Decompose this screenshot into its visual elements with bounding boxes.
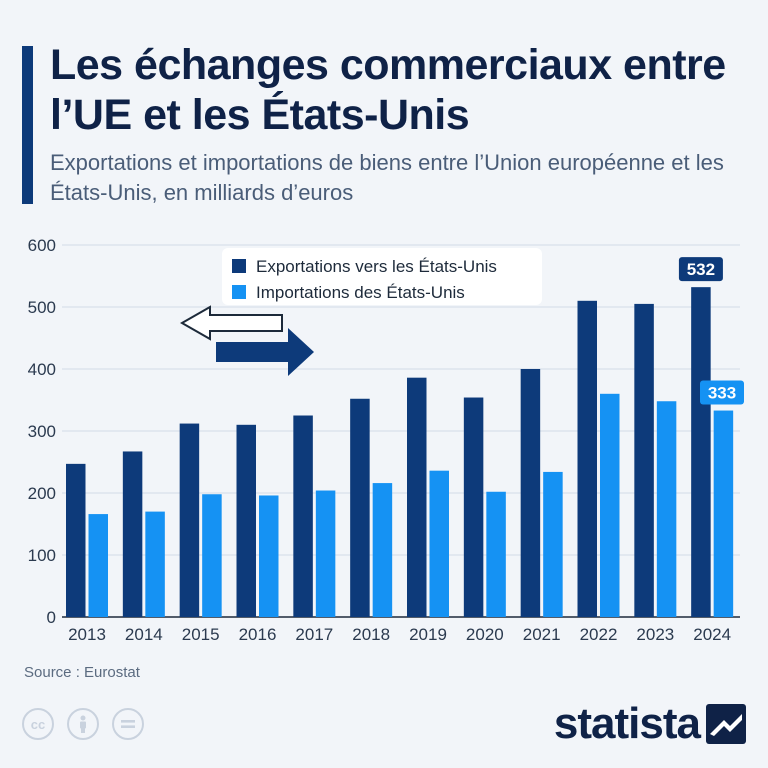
license-icons: cc xyxy=(22,708,144,740)
x-tick-label: 2022 xyxy=(580,625,618,644)
x-tick-label: 2017 xyxy=(295,625,333,644)
import-arrow-icon xyxy=(179,305,283,341)
y-tick-label: 200 xyxy=(28,484,56,503)
legend-swatch xyxy=(232,285,246,299)
x-tick-label: 2019 xyxy=(409,625,447,644)
bar-exports xyxy=(236,424,256,617)
x-tick-label: 2024 xyxy=(693,625,731,644)
bar-imports xyxy=(202,494,222,617)
bar-imports xyxy=(600,393,620,617)
bar-imports xyxy=(656,401,677,617)
source-note: Source : Eurostat xyxy=(24,664,140,681)
bar-exports xyxy=(122,451,143,617)
statista-logo-icon xyxy=(706,704,746,744)
page-title: Les échanges commerciaux entre l’UE et l… xyxy=(50,41,726,139)
page-subtitle: Exportations et importations de biens en… xyxy=(50,150,724,205)
brand-name: statista xyxy=(553,699,701,748)
bar-exports xyxy=(179,423,200,617)
bar-chart: 0 100 200 300 400 500 600 2013 2014 2015 2016 2017 2… xyxy=(28,236,744,644)
x-tick-label: 2023 xyxy=(636,625,674,644)
x-tick-label: 2018 xyxy=(352,625,390,644)
x-tick-label: 2020 xyxy=(466,625,504,644)
bar-exports xyxy=(634,303,654,617)
x-tick-label: 2013 xyxy=(68,625,106,644)
brand-logo[interactable]: statista xyxy=(554,700,746,748)
bar-imports xyxy=(486,491,506,617)
y-tick-label: 400 xyxy=(28,360,56,379)
bar-exports xyxy=(463,397,484,617)
bar-exports xyxy=(520,369,541,617)
y-tick-label: 0 xyxy=(47,608,56,627)
bar-exports xyxy=(691,287,711,617)
bar-imports xyxy=(543,471,563,617)
x-tick-label: 2014 xyxy=(125,625,163,644)
no-derivatives-icon[interactable] xyxy=(112,708,144,740)
data-label-box xyxy=(678,257,723,282)
x-tick-label: 2015 xyxy=(182,625,220,644)
legend-label: Exportations vers les États-Unis xyxy=(256,257,497,276)
export-arrow-icon xyxy=(216,328,314,376)
legend-label: Importations des États-Unis xyxy=(256,283,465,302)
bar-imports xyxy=(145,511,165,617)
bar-imports xyxy=(372,483,393,617)
bar-exports xyxy=(293,415,313,617)
cc-icon[interactable]: cc xyxy=(22,708,54,740)
bar-imports xyxy=(315,490,336,617)
attribution-icon[interactable] xyxy=(67,708,99,740)
bar-exports xyxy=(407,377,427,617)
bar-imports xyxy=(259,495,279,617)
bar-imports xyxy=(713,410,734,617)
x-tick-label: 2021 xyxy=(523,625,561,644)
bar-exports xyxy=(350,398,370,617)
legend-swatch xyxy=(232,259,246,273)
legend xyxy=(222,248,542,305)
y-tick-label: 100 xyxy=(28,546,56,565)
title-accent-bar xyxy=(22,46,33,204)
bar-imports xyxy=(429,470,449,617)
data-label: 333 xyxy=(708,384,736,403)
y-tick-label: 500 xyxy=(28,298,56,317)
bar-imports xyxy=(88,514,108,617)
y-tick-label: 600 xyxy=(28,236,56,255)
y-tick-label: 300 xyxy=(28,422,56,441)
bar-exports xyxy=(66,463,86,617)
data-label: 532 xyxy=(687,260,715,279)
x-tick-label: 2016 xyxy=(239,625,277,644)
data-label-box xyxy=(700,380,744,405)
bar-exports xyxy=(577,300,597,617)
